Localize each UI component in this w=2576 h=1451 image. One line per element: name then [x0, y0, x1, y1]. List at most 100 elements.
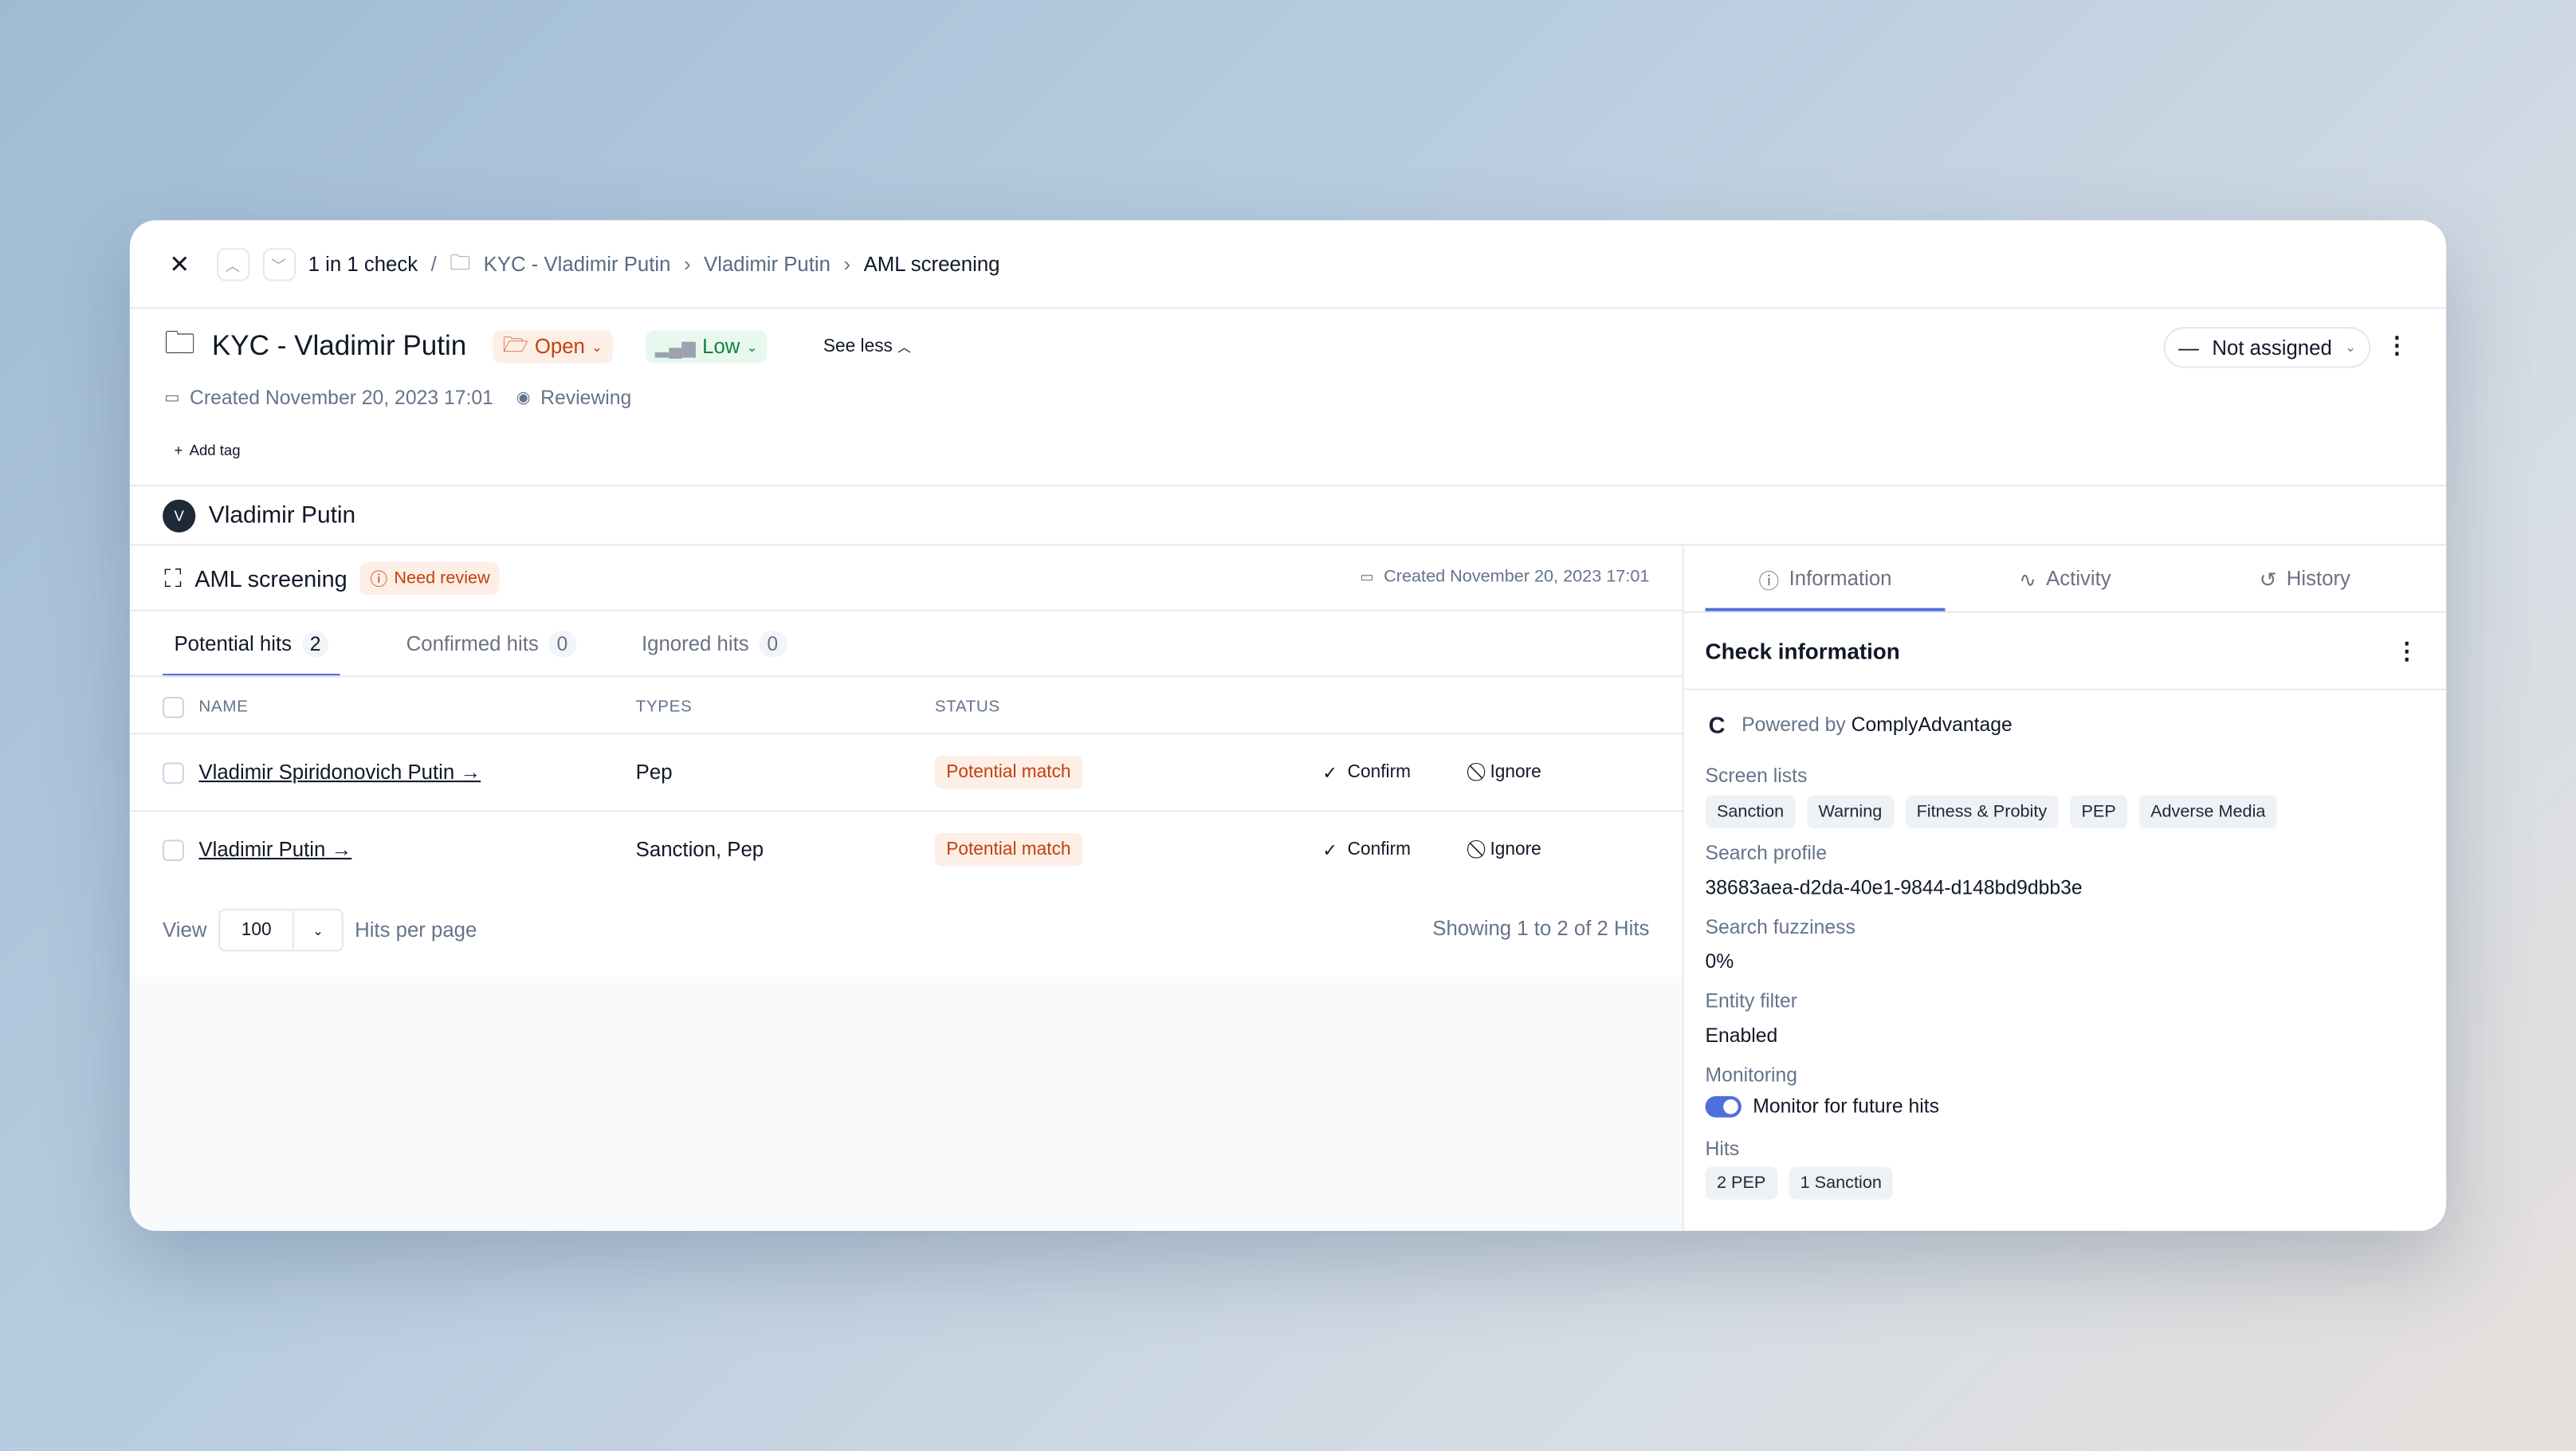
search-profile-value: 38683aea-d2da-40e1-9844-d148bd9dbb3e: [1705, 875, 2083, 899]
breadcrumb-current: AML screening: [863, 253, 1000, 277]
chevron-down-icon: ⌄: [591, 339, 603, 355]
entity-filter-value: Enabled: [1705, 1024, 1778, 1047]
monitoring-toggle[interactable]: [1705, 1095, 1742, 1117]
table-header: NAME TYPES STATUS: [163, 695, 1641, 718]
alert-icon: ⓘ: [370, 569, 388, 589]
more-options-icon[interactable]: ⋮: [2395, 637, 2419, 664]
folder-icon: 🗀: [164, 327, 196, 362]
tab-ignored-hits[interactable]: Ignored hits 0: [642, 613, 787, 675]
hit-name-link[interactable]: Vladimir Spiridonovich Putin →: [198, 761, 481, 784]
hits-pane: ⛶ AML screening ⓘ Need review ▭ Created N…: [129, 545, 1683, 1231]
row-checkbox[interactable]: [163, 761, 184, 784]
chevron-up-icon: ︿: [897, 340, 911, 356]
arrow-right-icon: →: [460, 761, 481, 784]
status-badge: Potential match: [934, 756, 1082, 789]
tab-confirmed-hits[interactable]: Confirmed hits 0: [406, 613, 576, 675]
confirm-button[interactable]: ✓ Confirm: [1322, 762, 1412, 784]
signal-icon: ▂▄▆: [654, 337, 696, 358]
plus-icon: +: [174, 442, 183, 459]
check-title: AML screening: [194, 565, 348, 592]
hits-chip: 2 PEP: [1705, 1166, 1777, 1200]
monitoring-value: Monitor for future hits: [1753, 1094, 1940, 1118]
row-checkbox[interactable]: [163, 839, 184, 861]
screen-lists-label: Screen lists: [1705, 764, 1808, 788]
info-pane: ⓘ Information ∿ Activity ↺ History Check in…: [1683, 545, 2447, 1231]
page-title: KYC - Vladimir Putin: [211, 330, 467, 362]
history-icon: ↺: [2259, 568, 2277, 592]
chevron-down-icon: ⌄: [2345, 340, 2357, 356]
breadcrumb-person[interactable]: Vladimir Putin: [704, 253, 831, 277]
list-chip: Adverse Media: [2138, 795, 2277, 828]
tab-history[interactable]: ↺ History: [2259, 567, 2350, 592]
folder-open-icon: 🗁: [502, 332, 528, 356]
check-icon: ✓: [1322, 763, 1338, 784]
entity-filter-label: Entity filter: [1705, 989, 1797, 1013]
add-tag-label: Add tag: [189, 442, 241, 459]
status-label: Open: [534, 335, 585, 359]
calendar-icon: ▭: [1360, 568, 1374, 584]
check-created-date: Created November 20, 2023 17:01: [1384, 567, 1650, 587]
column-types: TYPES: [635, 697, 693, 716]
chevron-right-icon: ›: [683, 253, 691, 277]
created-date: Created November 20, 2023 17:01: [189, 386, 493, 410]
breadcrumb-case[interactable]: KYC - Vladimir Putin: [483, 253, 671, 277]
chevron-down-icon: ⌄: [312, 922, 324, 938]
hit-name-link[interactable]: Vladimir Putin →: [198, 838, 352, 862]
search-profile-label: Search profile: [1705, 841, 1828, 865]
previous-button[interactable]: ︿: [216, 248, 249, 281]
check-icon: ✓: [1322, 840, 1338, 861]
assignee-label: Not assigned: [2212, 336, 2332, 360]
confirm-button[interactable]: ✓ Confirm: [1322, 840, 1412, 861]
assignee-dropdown[interactable]: — Not assigned ⌄: [2163, 327, 2371, 368]
list-chip: PEP: [2070, 795, 2128, 828]
dash-icon: —: [2178, 336, 2199, 360]
review-state: Reviewing: [540, 386, 632, 410]
fuzziness-label: Search fuzziness: [1705, 915, 1855, 938]
hits-chip: 1 Sanction: [1789, 1166, 1894, 1200]
hits-label: Hits: [1705, 1137, 1740, 1161]
select-all-checkbox[interactable]: [163, 695, 184, 718]
tab-information[interactable]: ⓘ Information: [1705, 545, 1946, 611]
add-tag-button[interactable]: + Add tag: [174, 442, 240, 458]
column-status: STATUS: [934, 697, 1000, 716]
activity-icon: ∿: [2019, 568, 2036, 592]
tab-activity[interactable]: ∿ Activity: [2019, 567, 2111, 592]
next-button[interactable]: ﹀: [261, 248, 296, 281]
screen-lists: Sanction Warning Fitness & Probity PEP A…: [1705, 795, 2277, 828]
risk-dropdown[interactable]: ▂▄▆ Low ⌄: [645, 330, 768, 364]
hit-types: Pep: [635, 761, 673, 784]
table-row: Vladimir Putin → Sanction, Pep Potential…: [163, 830, 1658, 869]
arrow-right-icon: →: [331, 838, 352, 862]
ignore-button[interactable]: ⃠Ignore: [1490, 762, 1541, 783]
view-label: View: [163, 918, 207, 942]
breadcrumb: ✕ ︿ ﹀ 1 in 1 check / 🗀 KYC - Vladimir Pu…: [169, 248, 999, 281]
info-icon: ⓘ: [1758, 569, 1780, 593]
list-chip: Warning: [1807, 795, 1894, 828]
close-icon[interactable]: ✕: [169, 251, 190, 280]
list-chip: Fitness & Probity: [1905, 795, 2059, 828]
status-dropdown[interactable]: 🗁 Open ⌄: [493, 330, 613, 364]
calendar-icon: ▭: [164, 388, 180, 407]
pagination-summary: Showing 1 to 2 of 2 Hits: [1432, 917, 1650, 941]
person-name: Vladimir Putin: [208, 502, 356, 529]
list-chip: Sanction: [1705, 795, 1796, 828]
folder-icon: 🗀: [450, 250, 471, 274]
provider-name: ComplyAdvantage: [1851, 713, 2012, 737]
see-less-button[interactable]: See less ︿: [823, 336, 911, 357]
fuzziness-value: 0%: [1705, 950, 1734, 973]
more-options-icon[interactable]: ⋮: [2385, 332, 2409, 359]
scan-icon: ⛶: [164, 564, 182, 593]
per-page-label: Hits per page: [355, 918, 477, 942]
monitoring-label: Monitoring: [1705, 1063, 1798, 1087]
need-review-badge: ⓘ Need review: [360, 561, 501, 596]
complyadvantage-logo: C: [1708, 711, 1726, 738]
check-counter: 1 in 1 check: [308, 253, 418, 277]
per-page-select[interactable]: 100 ⌄: [218, 908, 344, 952]
avatar: V: [163, 499, 196, 533]
hit-types: Sanction, Pep: [635, 838, 764, 862]
powered-by-label: Powered by: [1742, 713, 1846, 737]
tab-potential-hits[interactable]: Potential hits 2: [163, 613, 341, 678]
ignore-button[interactable]: ⃠Ignore: [1490, 840, 1541, 860]
chevron-down-icon: ⌄: [746, 339, 758, 355]
eye-icon: ◉: [516, 388, 531, 407]
